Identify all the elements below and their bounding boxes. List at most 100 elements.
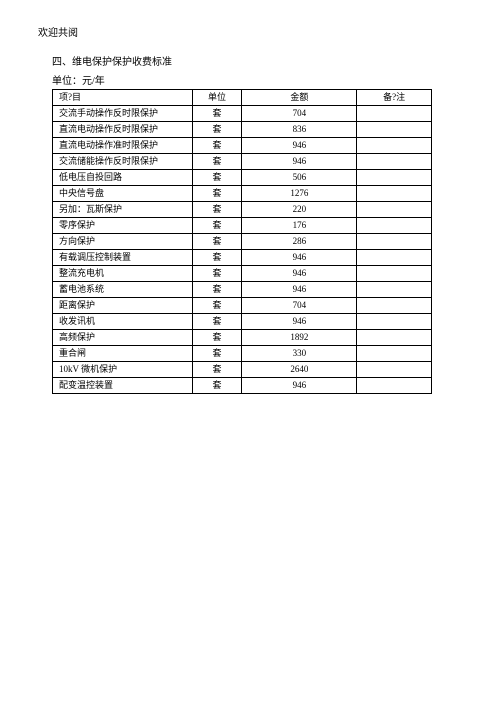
cell-unit: 套 [192, 138, 242, 154]
cell-item: 直流电动操作反时限保护 [53, 122, 193, 138]
cell-unit: 套 [192, 186, 242, 202]
cell-amount: 946 [242, 282, 357, 298]
cell-item: 收发讯机 [53, 314, 193, 330]
cell-amount: 946 [242, 250, 357, 266]
cell-unit: 套 [192, 218, 242, 234]
cell-remark [357, 282, 432, 298]
table-row: 直流电动操作反时限保护套836 [53, 122, 432, 138]
cell-remark [357, 122, 432, 138]
col-header-unit: 单位 [192, 90, 242, 106]
cell-item: 直流电动操作准时限保护 [53, 138, 193, 154]
cell-remark [357, 362, 432, 378]
cell-item: 有载调压控制装置 [53, 250, 193, 266]
unit-label: 单位：元/年 [38, 72, 462, 87]
table-row: 交流储能操作反时限保护套946 [53, 154, 432, 170]
cell-amount: 286 [242, 234, 357, 250]
cell-remark [357, 154, 432, 170]
cell-item: 交流储能操作反时限保护 [53, 154, 193, 170]
cell-item: 整流充电机 [53, 266, 193, 282]
document-page: 欢迎共阅 四、维电保护保护收费标准 单位：元/年 项?目 单位 金额 备?注 交… [0, 24, 500, 394]
col-header-remark: 备?注 [357, 90, 432, 106]
cell-remark [357, 218, 432, 234]
cell-remark [357, 266, 432, 282]
cell-amount: 330 [242, 346, 357, 362]
table-row: 10kV 微机保护套2640 [53, 362, 432, 378]
table-row: 交流手动操作反时限保护套704 [53, 106, 432, 122]
cell-item: 低电压自投回路 [53, 170, 193, 186]
cell-unit: 套 [192, 234, 242, 250]
cell-remark [357, 170, 432, 186]
cell-item: 重合闸 [53, 346, 193, 362]
col-header-amount: 金额 [242, 90, 357, 106]
table-row: 有载调压控制装置套946 [53, 250, 432, 266]
section-title: 四、维电保护保护收费标准 [38, 53, 462, 68]
table-row: 收发讯机套946 [53, 314, 432, 330]
cell-remark [357, 186, 432, 202]
cell-unit: 套 [192, 122, 242, 138]
table-row: 低电压自投回路套506 [53, 170, 432, 186]
cell-item: 方向保护 [53, 234, 193, 250]
cell-item: 距离保护 [53, 298, 193, 314]
cell-remark [357, 378, 432, 394]
cell-remark [357, 330, 432, 346]
table-row: 高频保护套1892 [53, 330, 432, 346]
table-row: 方向保护套286 [53, 234, 432, 250]
cell-unit: 套 [192, 282, 242, 298]
table-row: 蓄电池系统套946 [53, 282, 432, 298]
cell-item: 中央信号盘 [53, 186, 193, 202]
cell-unit: 套 [192, 362, 242, 378]
cell-unit: 套 [192, 266, 242, 282]
cell-amount: 1892 [242, 330, 357, 346]
cell-unit: 套 [192, 330, 242, 346]
cell-remark [357, 298, 432, 314]
table-row: 重合闸套330 [53, 346, 432, 362]
cell-item: 零序保护 [53, 218, 193, 234]
table-row: 另加：瓦斯保护套220 [53, 202, 432, 218]
col-header-item: 项?目 [53, 90, 193, 106]
page-header: 欢迎共阅 [38, 24, 462, 39]
cell-amount: 946 [242, 378, 357, 394]
cell-item: 配变温控装置 [53, 378, 193, 394]
cell-amount: 176 [242, 218, 357, 234]
table-row: 零序保护套176 [53, 218, 432, 234]
cell-item: 交流手动操作反时限保护 [53, 106, 193, 122]
cell-unit: 套 [192, 314, 242, 330]
cell-unit: 套 [192, 298, 242, 314]
cell-amount: 220 [242, 202, 357, 218]
cell-amount: 946 [242, 266, 357, 282]
cell-unit: 套 [192, 202, 242, 218]
cell-amount: 946 [242, 314, 357, 330]
table-header-row: 项?目 单位 金额 备?注 [53, 90, 432, 106]
cell-unit: 套 [192, 106, 242, 122]
cell-amount: 1276 [242, 186, 357, 202]
cell-item: 10kV 微机保护 [53, 362, 193, 378]
cell-remark [357, 314, 432, 330]
cell-amount: 506 [242, 170, 357, 186]
cell-amount: 836 [242, 122, 357, 138]
cell-unit: 套 [192, 346, 242, 362]
table-row: 中央信号盘套1276 [53, 186, 432, 202]
cell-remark [357, 106, 432, 122]
fee-table: 项?目 单位 金额 备?注 交流手动操作反时限保护套704直流电动操作反时限保护… [52, 89, 432, 394]
cell-unit: 套 [192, 378, 242, 394]
cell-remark [357, 346, 432, 362]
cell-remark [357, 202, 432, 218]
cell-unit: 套 [192, 154, 242, 170]
cell-item: 另加：瓦斯保护 [53, 202, 193, 218]
cell-amount: 704 [242, 298, 357, 314]
cell-amount: 2640 [242, 362, 357, 378]
cell-amount: 946 [242, 138, 357, 154]
cell-remark [357, 250, 432, 266]
cell-unit: 套 [192, 170, 242, 186]
table-row: 直流电动操作准时限保护套946 [53, 138, 432, 154]
cell-amount: 946 [242, 154, 357, 170]
cell-item: 蓄电池系统 [53, 282, 193, 298]
table-row: 距离保护套704 [53, 298, 432, 314]
cell-unit: 套 [192, 250, 242, 266]
cell-item: 高频保护 [53, 330, 193, 346]
table-row: 配变温控装置套946 [53, 378, 432, 394]
cell-amount: 704 [242, 106, 357, 122]
cell-remark [357, 234, 432, 250]
cell-remark [357, 138, 432, 154]
table-row: 整流充电机套946 [53, 266, 432, 282]
